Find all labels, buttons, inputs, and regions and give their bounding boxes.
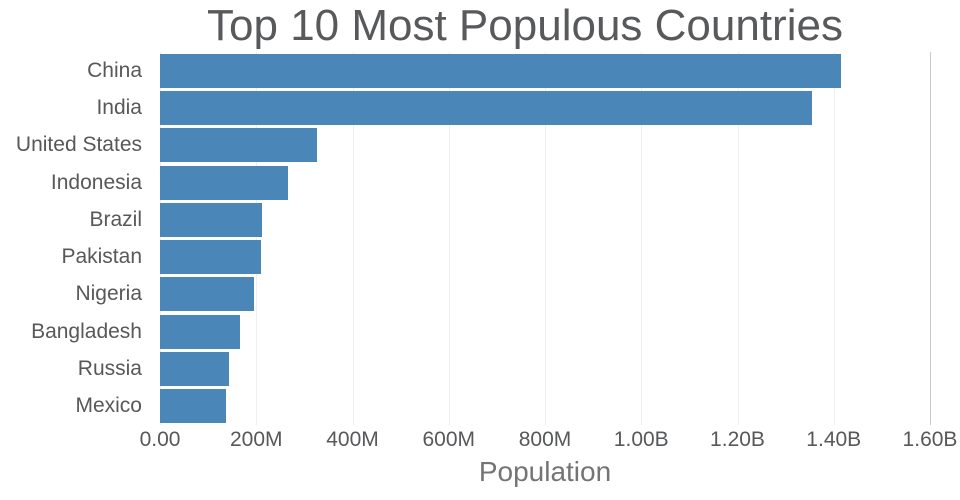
x-tick-label: 200M (229, 428, 283, 451)
y-axis-label: Nigeria (75, 282, 142, 306)
x-tick-label: 0.00 (139, 428, 181, 451)
y-axis-label: Brazil (89, 207, 142, 231)
bar-row (160, 388, 930, 425)
gridline (256, 52, 258, 425)
x-tick-label: 1.40B (806, 428, 862, 451)
bar-pakistan (160, 240, 261, 275)
plot-area (160, 52, 931, 425)
gridline (160, 52, 161, 425)
bar-india (160, 90, 812, 125)
bar-row (160, 52, 930, 89)
x-axis-title: Population (478, 456, 612, 487)
bar-row (160, 313, 930, 350)
bar-row (160, 350, 930, 387)
y-axis-label: Mexico (75, 394, 142, 418)
bar-row (160, 238, 930, 275)
x-tick-label: 1.00B (613, 428, 669, 451)
bar-united-states (160, 128, 318, 163)
x-tick-label: 400M (326, 428, 379, 451)
bars-container (160, 52, 930, 425)
gridline (833, 52, 835, 425)
y-axis-label: Bangladesh (31, 319, 142, 343)
gridline (545, 52, 546, 425)
gridline (352, 52, 354, 425)
x-axis-ticks: 0.00 200M 400M 600M 800M 1.00B 1.20B 1.40B 1.60B (140, 428, 958, 454)
y-axis-label: Pakistan (61, 245, 142, 269)
x-tick-label: 1.20B (710, 428, 765, 451)
y-axis-label: China (87, 58, 142, 82)
x-tick-label: 800M (518, 428, 572, 451)
bar-brazil (160, 202, 262, 237)
bar-nigeria (160, 277, 255, 312)
bar-mexico (160, 389, 226, 424)
gridline (737, 52, 739, 425)
bar-row (160, 127, 930, 164)
gridline (641, 52, 643, 425)
bar-indonesia (160, 165, 289, 200)
bar-row (160, 201, 930, 238)
bar-row (160, 164, 930, 201)
gridline (930, 52, 931, 425)
chart-title: Top 10 Most Populous Countries (207, 1, 843, 50)
y-axis-label: United States (15, 133, 142, 157)
bar-russia (160, 352, 230, 387)
y-axis-label: India (96, 95, 142, 119)
y-axis-label: Indonesia (50, 170, 142, 194)
gridline (448, 52, 450, 425)
y-axis-label: Russia (77, 357, 142, 381)
x-tick-label: 1.60B (902, 428, 958, 451)
bar-bangladesh (160, 314, 240, 349)
bar-china (160, 53, 841, 88)
x-tick-label: 600M (422, 428, 476, 451)
bar-row (160, 89, 930, 126)
bar-row (160, 276, 930, 313)
y-axis-labels: China India United States Indonesia Brazil Pa… (0, 52, 152, 425)
